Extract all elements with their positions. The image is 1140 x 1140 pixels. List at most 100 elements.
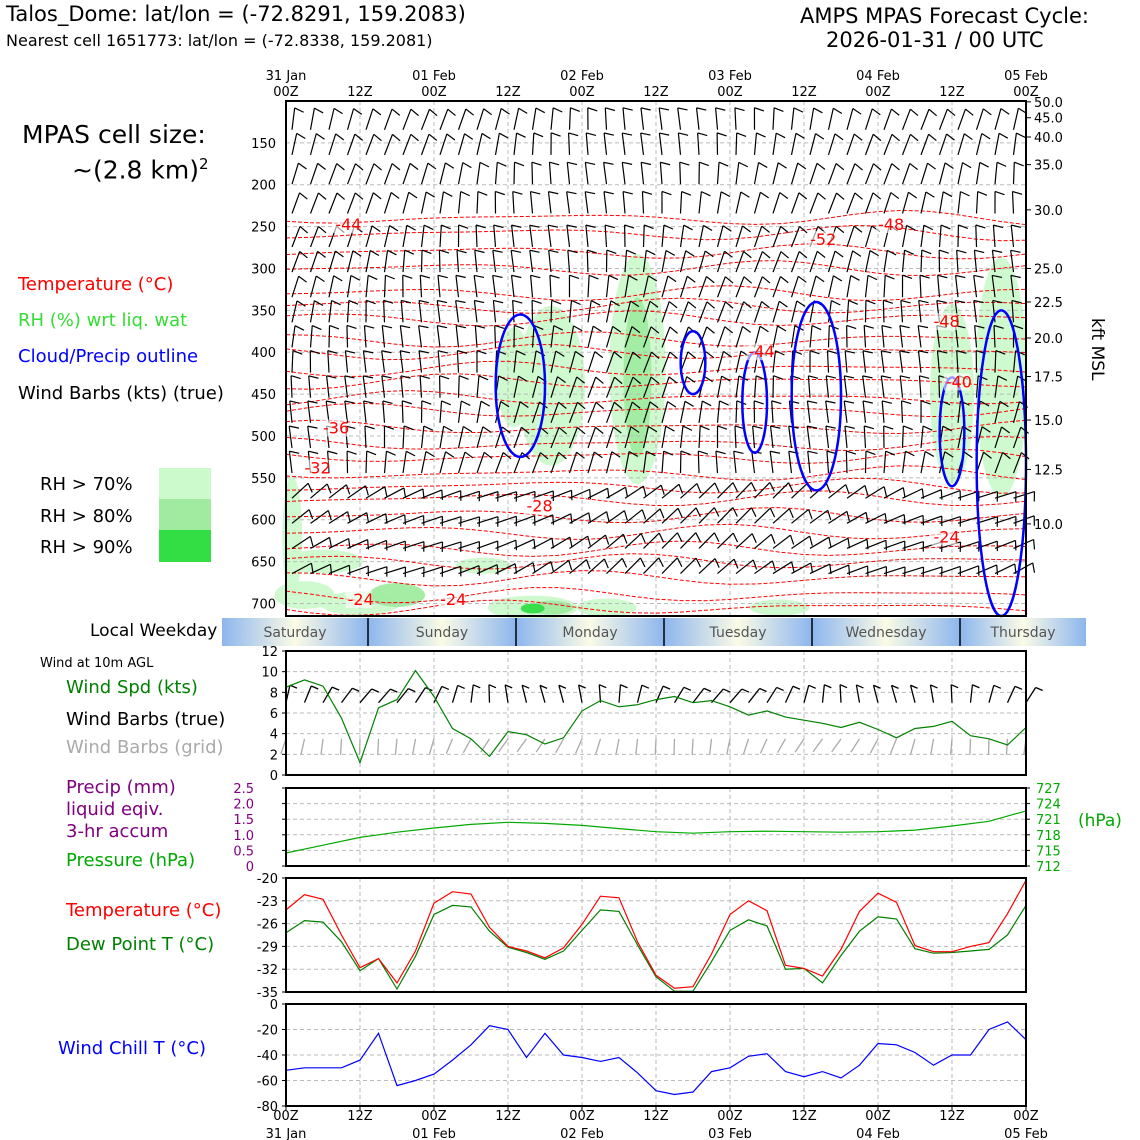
barb-flag [364,425,375,430]
barb-staff [550,350,557,373]
wind-barb [624,426,640,449]
barb-staff [641,191,645,214]
barb-staff [532,561,552,575]
barb-staff [437,350,441,373]
wind-barb [901,162,918,185]
barb-staff [569,559,587,575]
barb-staff [828,564,850,575]
barb-flag [299,251,308,259]
wind-barb [307,400,318,423]
wind-barb [643,532,665,549]
barb-staff [994,452,1004,474]
wind-barb [384,540,406,552]
wind-barb [753,375,766,398]
barb-staff [883,192,892,214]
wind-barb [291,482,313,499]
barb-flag [328,537,333,548]
wind-barb [791,562,814,575]
legend-temperature: Temperature (°C) [18,274,174,295]
barb-staff [976,516,998,524]
barb-staff [753,301,763,323]
wind-barb [902,514,925,526]
barb-staff [476,108,485,130]
height-tick: 30.0 [1034,204,1063,219]
wind-barb [383,192,400,214]
barb-flag [705,351,715,359]
barb-flag [516,350,526,356]
barb-staff [661,225,665,248]
barb-staff [310,510,329,524]
wind-barb [698,558,720,575]
barb-flag [958,224,969,229]
barb-staff [846,565,868,575]
barb-flag [571,299,581,306]
true-wind-barb [488,684,491,703]
barb-flag [474,299,485,304]
barb-staff [495,563,516,575]
barb-staff [902,514,924,524]
grid-wind-barb [742,738,750,755]
barb-flag [570,107,580,112]
barb-flag [558,401,567,409]
barb-staff [288,451,293,474]
barb-flag [680,450,691,456]
barb-flag [624,224,635,229]
wind-barb [846,511,869,524]
barb-staff [402,541,425,550]
wind-barb [698,224,713,248]
wind-barb [883,540,906,552]
wind-barb [642,351,660,373]
wind-barb [883,425,894,448]
barb-flag [854,163,863,171]
barb-staff [531,107,537,130]
barb-staff [735,351,742,373]
barb-flag [630,426,640,433]
wind-barb [735,400,747,423]
barb-flag [703,224,713,232]
barb-staff [439,224,442,248]
barb-staff [679,276,688,298]
barb-staff [642,351,653,373]
barb-flag [795,132,805,139]
barb-flag [632,376,641,385]
wind-barb [790,300,806,323]
wind-barb [605,351,623,373]
barb-flag [437,299,448,304]
true-wind-barb [504,684,509,703]
cell-size-label: MPAS cell size: [22,120,206,149]
barb-flag [791,561,795,572]
wind-barb [661,326,678,348]
wind-barb [476,516,499,527]
wind-barb [642,376,660,398]
legend-wind-barbs: Wind Barbs (kts) (true) [18,383,224,404]
wind-barb [567,249,578,273]
barb-flag [421,400,432,405]
wind-barb [715,450,726,474]
wind-barb [954,274,966,298]
barb-flag [853,225,863,233]
wind-barb [309,225,327,248]
true-wind-barb-flag [776,686,784,692]
legend-precip-3: 3-hr accum [66,821,169,842]
wind-barb [362,375,374,398]
barb-staff [994,515,1017,524]
wind-barb [309,300,324,323]
barb-flag [936,299,947,304]
barb-staff [381,375,386,398]
temperature-contour [285,523,1027,541]
top-hour-label: 00Z [717,85,743,100]
barb-flag [628,274,638,281]
barb-staff [735,162,740,185]
barb-flag [668,301,678,309]
wind-barb [291,132,306,155]
barb-flag [962,162,972,169]
wind-barb [606,510,628,524]
pressure-tick: 450 [251,388,276,403]
barb-staff [827,275,834,298]
bottom-hour-label: 12Z [347,1109,373,1124]
barb-staff [788,426,793,449]
barb-staff [844,425,848,449]
wind-barb [938,133,955,156]
wind-barb [957,516,980,527]
barb-flag [439,375,450,380]
